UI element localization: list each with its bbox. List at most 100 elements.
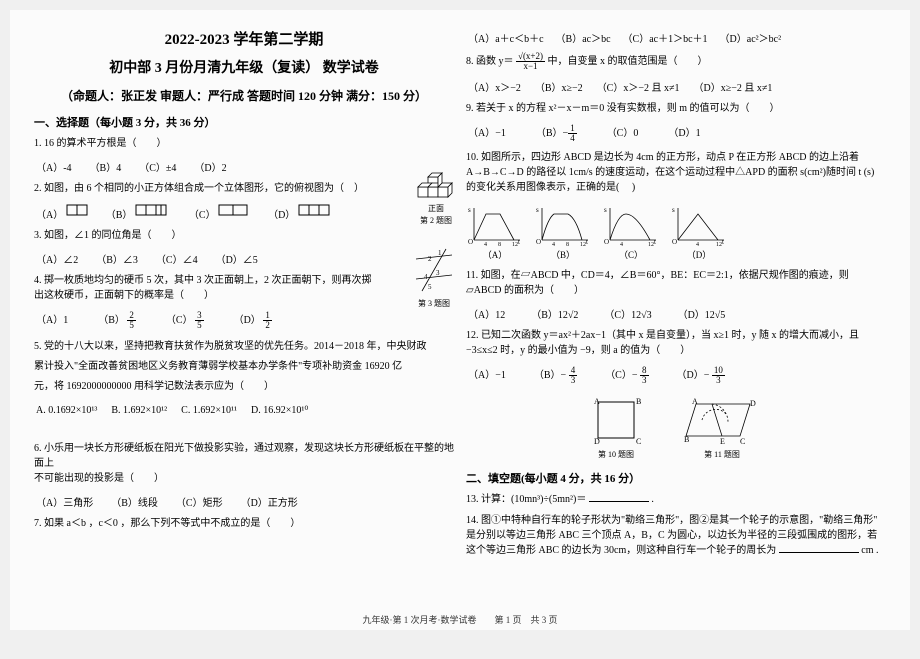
q5-l2: 累计投入"全面改善贫困地区义务教育薄弱学校基本办学条件"专项补助资金 16920… <box>34 361 402 372</box>
q1-options: （A）-4 （B）4 （C）±4 （D）2 <box>36 159 454 174</box>
q5-l3: 元，将 1692000000000 用科学记数法表示应为（ ） <box>34 381 274 392</box>
q14-l1: 14. 图①中特种自行车的轮子形状为"勒络三角形"，图②是其一个轮子的示意图，"… <box>466 515 877 526</box>
q9-B: （B）−14 <box>536 124 577 143</box>
q9-stem: 9. 若关于 x 的方程 x²－x－m＝0 没有实数根，则 m 的值可以为（ ） <box>466 103 780 114</box>
fig11: AD BEC 第 11 题图 <box>682 396 762 460</box>
q6-l1: 6. 小乐用一块长方形硬纸板在阳光下做投影实验，通过观察，发现这块长方形硬纸板在… <box>34 443 454 469</box>
svg-text:4: 4 <box>484 242 487 246</box>
q2: 2. 如图，由 6 个相同的小正方体组合成一个立体图形，它的俯视图为（ ） 正面… <box>34 181 454 196</box>
q2-options: （A） （B） （C） （D） <box>36 204 454 221</box>
angles-icon: 1 2 3 4 5 <box>414 247 454 293</box>
svg-text:4: 4 <box>424 273 428 281</box>
q11-A: （A）12 <box>468 306 505 321</box>
q3-options: （A）∠2 （B）∠3 （C）∠4 （D）∠5 <box>36 251 454 266</box>
svg-text:O: O <box>468 238 473 246</box>
q4: 4. 掷一枚质地均匀的硬币 5 次，其中 3 次正面朝上，2 次正面朝下，则再次… <box>34 273 454 303</box>
cubes-icon <box>412 169 460 203</box>
q10-graphD: Ots 412 （D） <box>670 204 728 261</box>
svg-text:C: C <box>636 437 641 446</box>
q8-frac: √(x+2)x−1 <box>516 52 545 71</box>
q10: 10. 如图所示，四边形 ABCD 是边长为 4cm 的正方形，动点 P 在正方… <box>466 150 886 195</box>
q1: 1. 16 的算术平方根是（ ） <box>34 136 454 151</box>
q9-options: （A）−1 （B）−14 （C）0 （D）1 <box>468 124 886 143</box>
q2-front-label: 正面 <box>412 203 460 215</box>
svg-text:2: 2 <box>428 255 432 263</box>
q7-D: （D）ac²＞bc² <box>720 30 782 45</box>
q7-B: （B）ac＞bc <box>556 30 611 45</box>
q11: 11. 如图，在▱ABCD 中，CD＝4，∠B＝60°，BE：EC＝2:1，依据… <box>466 268 886 298</box>
q4-A: （A）1 <box>36 311 68 330</box>
q10-C-label: （C） <box>602 248 660 261</box>
svg-text:t: t <box>518 238 520 246</box>
q2-C: （C） <box>189 204 250 221</box>
svg-text:O: O <box>672 238 677 246</box>
q10-graphB: Ots 4812 （B） <box>534 204 592 261</box>
q1-D: （D）2 <box>194 159 226 174</box>
q10-graphA: Ots 4812 （A） <box>466 204 524 261</box>
svg-text:t: t <box>722 238 724 246</box>
q14-l2: 是分别以等边三角形 ABC 三个顶点 A，B，C 为圆心，以边长为半径的三段弧围… <box>466 530 877 541</box>
q13-stem: 13. 计算：(10mn³)÷(5mn²)＝ <box>466 494 586 505</box>
svg-text:s: s <box>468 206 471 214</box>
q4-B: （B） 25 <box>98 311 136 330</box>
parallelogram-icon: AD BEC <box>682 396 762 446</box>
q5-options: A. 0.1692×10¹³ B. 1.692×10¹² C. 1.692×10… <box>36 405 454 416</box>
q14: 14. 图①中特种自行车的轮子形状为"勒络三角形"，图②是其一个轮子的示意图，"… <box>466 513 886 558</box>
q5-A: A. 0.1692×10¹³ <box>36 405 97 416</box>
right-column: （A）a＋c＜b＋c （B）ac＞bc （C）ac＋1＞bc＋1 （D）ac²＞… <box>466 28 886 622</box>
q6-A: （A）三角形 <box>36 494 93 509</box>
q14-l3b: cm . <box>861 545 878 556</box>
svg-text:A: A <box>594 397 600 406</box>
q9: 9. 若关于 x 的方程 x²－x－m＝0 没有实数根，则 m 的值可以为（ ） <box>466 101 886 116</box>
svg-text:s: s <box>672 206 675 214</box>
q12-D: （D）− 103 <box>677 366 725 385</box>
q3-B: （B）∠3 <box>96 251 138 266</box>
q12-B: （B）− 43 <box>534 366 577 385</box>
q10-graphs: Ots 4812 （A） Ots 4812 （B） Ots 412 （C） <box>466 204 886 261</box>
q9-D: （D）1 <box>668 124 700 143</box>
q10-l2: A→B→C→D 的路径以 1cm/s 的速度运动，在这个运动过程中△APD 的面… <box>466 167 874 178</box>
svg-text:8: 8 <box>566 242 569 246</box>
svg-text:t: t <box>654 238 656 246</box>
q11-D: （D）12√5 <box>678 306 726 321</box>
q3-figure: 1 2 3 4 5 第 3 题图 <box>414 247 454 310</box>
q6-C: （C）矩形 <box>176 494 223 509</box>
q2-figure: 正面 第 2 题图 <box>412 169 460 227</box>
q3: 3. 如图，∠1 的同位角是（ ） <box>34 228 454 243</box>
svg-text:B: B <box>636 397 641 406</box>
q7-options: （A）a＋c＜b＋c （B）ac＞bc （C）ac＋1＞bc＋1 （D）ac²＞… <box>468 30 886 45</box>
q4-options: （A）1 （B） 25 （C） 35 （D） 12 <box>36 311 454 330</box>
q13-blank <box>589 492 649 502</box>
q11-options: （A）12 （B）12√2 （C）12√3 （D）12√5 <box>468 306 886 321</box>
svg-text:3: 3 <box>436 269 440 277</box>
q11-B: （B）12√2 <box>531 306 578 321</box>
q11-C: （C）12√3 <box>604 306 651 321</box>
q5: 5. 党的十八大以来，坚持把教育扶贫作为脱贫攻坚的优先任务。2014－2018 … <box>34 337 454 397</box>
q2-optD-icon <box>298 204 332 218</box>
q12-l1: 12. 已知二次函数 y＝ax²＋2ax−1（其中 x 是自变量），当 x≥1 … <box>466 330 859 341</box>
q1-A: （A）-4 <box>36 159 72 174</box>
spacer <box>34 423 454 437</box>
q2-fig-label: 第 2 题图 <box>412 215 460 227</box>
q11-l1: 11. 如图，在▱ABCD 中，CD＝4，∠B＝60°，BE：EC＝2:1，依据… <box>466 270 849 281</box>
q8-D: （D）x≥−2 且 x≠1 <box>694 79 773 94</box>
q5-D: D. 16.92×10¹⁰ <box>251 405 308 416</box>
q6-l2: 不可能出现的投影是（ ） <box>34 473 164 484</box>
page-footer: 九年级·第 1 次月考·数学试卷 第 1 页 共 3 页 <box>10 613 910 626</box>
q8-stem: 8. 函数 y＝ <box>466 56 514 67</box>
svg-text:O: O <box>604 238 609 246</box>
q8-B: （B）x≥−2 <box>535 79 583 94</box>
svg-text:D: D <box>750 399 756 408</box>
svg-text:O: O <box>536 238 541 246</box>
q5-l1: 5. 党的十八大以来，坚持把教育扶贫作为脱贫攻坚的优先任务。2014－2018 … <box>34 341 427 352</box>
left-column: 2022-2023 学年第二学期 初中部 3 月份月清九年级（复读） 数学试卷 … <box>34 28 454 622</box>
svg-text:s: s <box>536 206 539 214</box>
svg-text:12: 12 <box>512 242 518 246</box>
q2-B: （B） <box>106 204 171 221</box>
fig-row: AB CD 第 10 题图 AD BEC 第 11 题图 <box>466 396 886 460</box>
section1-title: 一、选择题（每小题 3 分，共 36 分） <box>34 114 454 130</box>
q3-C: （C）∠4 <box>156 251 198 266</box>
q2-optA-icon <box>66 204 88 218</box>
svg-text:B: B <box>684 435 689 444</box>
q8-stem2: 中，自变量 x 的取值范围是（ ） <box>548 56 708 67</box>
